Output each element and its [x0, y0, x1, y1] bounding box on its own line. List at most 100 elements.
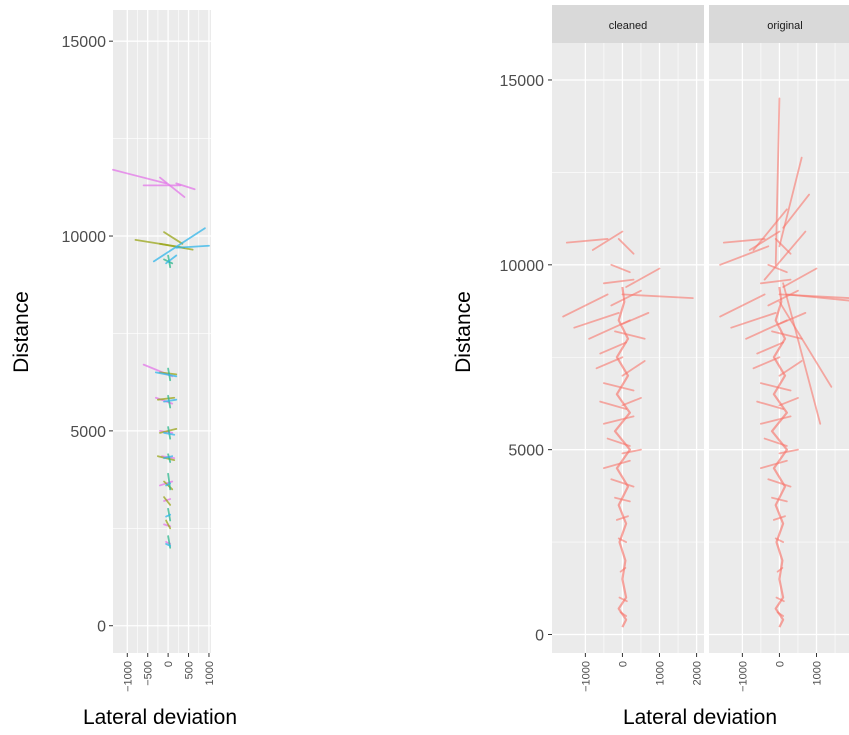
panel-original-segment [767, 478, 792, 488]
panel-original-segment [775, 596, 785, 603]
left-x-tick-label: 1000 [204, 661, 216, 685]
right-y-tick-label: 5000 [508, 443, 544, 460]
left-y-ticks: 0 5000 10000 15000 [62, 34, 113, 636]
left-x-tick-label: 0 [163, 661, 175, 667]
panel-cleaned-segment [619, 567, 627, 573]
left-series-4-segment [165, 254, 178, 265]
left-series-4-segment [165, 513, 172, 518]
strip-cleaned [552, 5, 704, 43]
strip-label-cleaned: cleaned [609, 20, 648, 32]
panel-original-segment [763, 230, 807, 281]
panel-original-segment [782, 267, 818, 288]
panel-original-segment [760, 278, 792, 285]
panel-original-segment [760, 382, 792, 392]
right-x-tick-label: −1000 [737, 661, 749, 692]
panel-cleaned-segment [562, 293, 609, 318]
right-grid [552, 43, 849, 653]
panel-original-segment [778, 397, 799, 407]
left-x-ticks: −1000 −500 0 500 1000 [122, 653, 216, 692]
panel-original-segment [748, 230, 781, 251]
left-series-2-segment [163, 496, 172, 506]
left-series-2-segment [157, 396, 176, 401]
left-y-tick-label: 15000 [62, 34, 107, 51]
panel-original-segment [760, 459, 788, 470]
panel-cleaned-segment [599, 341, 628, 355]
panel-original-segment [767, 263, 788, 274]
panel-original-segment [778, 448, 799, 455]
panel-original-segment [771, 496, 788, 503]
panel-original-segment [756, 341, 785, 355]
panel-original-segment [752, 356, 781, 370]
left-series-2-segment [165, 519, 172, 530]
panel-cleaned-segment [614, 496, 631, 503]
panel-cleaned-segment [573, 311, 620, 329]
right-x-tick-label: 0 [774, 661, 786, 667]
left-series-4-segment [163, 455, 174, 460]
panel-cleaned-segment [625, 267, 661, 288]
panel-original-segment [782, 282, 822, 425]
panel-cleaned-segment [617, 537, 628, 543]
left-y-tick-label: 0 [97, 619, 106, 636]
panel-original-segment [774, 97, 781, 266]
panel-cleaned-segment [595, 356, 624, 370]
panel-original-segment [719, 293, 766, 318]
panel-cleaned-segment [615, 515, 629, 521]
panel-cleaned-segment [610, 289, 642, 307]
panel-cleaned-segment [614, 330, 646, 340]
strip-original [709, 5, 849, 43]
panel-cleaned-segment [610, 263, 631, 274]
panel-cleaned-segment [621, 311, 650, 325]
panel-original-segment [730, 311, 777, 329]
panel-original-segment [756, 400, 785, 410]
left-series-4-segment [165, 542, 172, 547]
panel-cleaned-segment [621, 448, 642, 455]
panel-original-segment [752, 208, 788, 251]
left-series-4-segment [154, 371, 178, 378]
right-x-tick-label: 1000 [655, 661, 667, 685]
panel-original-segment [782, 193, 810, 229]
left-series-4-segment [175, 244, 210, 249]
right-y-tick-label: 15000 [500, 73, 545, 90]
panel-original-segment [778, 156, 803, 248]
panel-original-trunk [770, 286, 788, 628]
left-x-tick-label: −500 [143, 661, 155, 686]
left-series-3-segment [167, 472, 172, 491]
right-x-tick-label: −1000 [580, 661, 592, 692]
left-series-4-segment [152, 227, 206, 263]
left-series-1-segment [175, 182, 196, 191]
panel-cleaned-background [552, 43, 704, 653]
left-y-axis-title: Distance [10, 291, 33, 373]
right-x-axis-title: Lateral deviation [623, 706, 777, 729]
left-series-1-segment [159, 176, 186, 198]
right-y-tick-label: 0 [535, 628, 544, 645]
panel-original-segment [772, 515, 786, 521]
left-marks [112, 168, 210, 549]
panel-cleaned-segment [603, 278, 635, 285]
panel-cleaned-segment [621, 360, 646, 377]
panel-cleaned-segment [603, 382, 635, 392]
left-grid [113, 10, 211, 653]
panel-original-segment [776, 567, 784, 573]
panel-original-segment [763, 437, 788, 447]
panel-cleaned-segment [565, 238, 609, 244]
left-series-1-segment [112, 168, 167, 185]
left-series-4-segment [165, 482, 172, 487]
panel-cleaned-segment [603, 459, 631, 470]
right-x-tick-label: 0 [617, 661, 629, 667]
panel-original-segment [722, 238, 766, 244]
panel-cleaned-marks [562, 230, 694, 628]
panel-original-segment [719, 245, 770, 266]
left-chart: 0 5000 10000 15000 −1000 −500 0 500 1000 Distan… [10, 10, 237, 729]
panel-cleaned-segment [617, 238, 635, 255]
right-x-tick-label: 1000 [812, 661, 824, 685]
panel-original-segment [774, 537, 785, 543]
left-series-3-segment [167, 426, 172, 440]
panel-cleaned-segment [619, 611, 628, 617]
strip-label-original: original [767, 20, 802, 32]
panel-cleaned-segment [618, 596, 628, 603]
left-series-3-segment [167, 453, 172, 463]
right-y-axis-title: Distance [452, 291, 475, 373]
